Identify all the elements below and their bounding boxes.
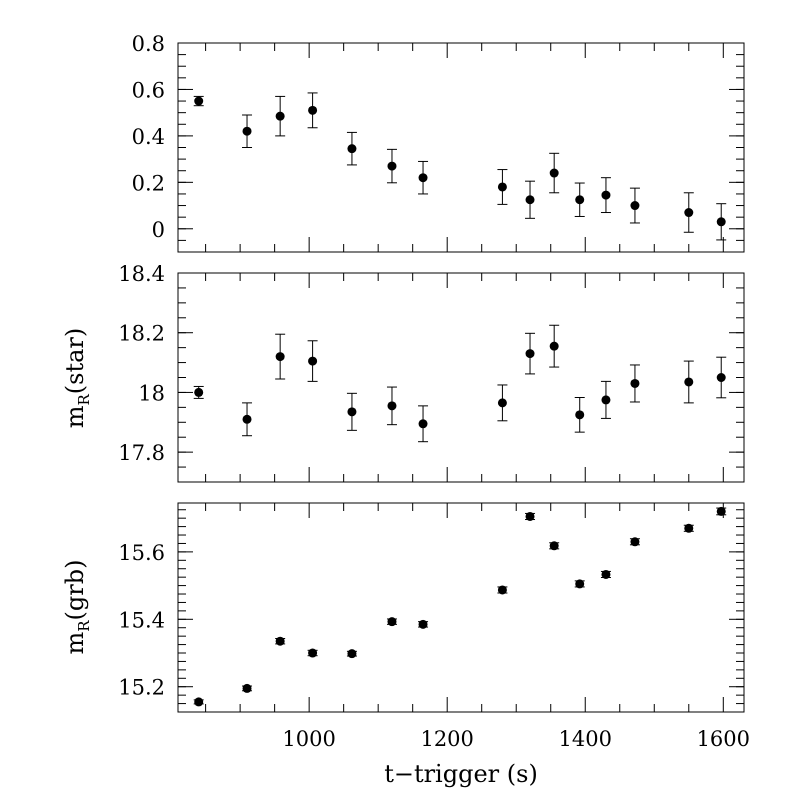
panel-star-magnitude: 17.8 18 18.2 18.4 <box>118 262 745 483</box>
plot-frame <box>177 272 745 483</box>
x-tick-label: 1200 <box>420 727 473 751</box>
data-point <box>194 387 204 397</box>
data-point <box>716 373 726 382</box>
data-point <box>684 208 694 218</box>
y-tick-label: 18.2 <box>118 322 165 346</box>
panel-grb-magnitude: 15.2 15.4 15.6 1000 1200 1400 1600 <box>118 502 750 751</box>
y-tick-label: 0.2 <box>132 171 165 195</box>
y-tick-label: 15.6 <box>118 541 165 565</box>
y-tick-label: 0.4 <box>132 125 165 149</box>
data-point <box>716 506 726 516</box>
data-point <box>347 649 357 659</box>
data-point <box>575 410 585 420</box>
data-point <box>418 173 428 183</box>
y-tick-label: 18 <box>138 381 165 405</box>
data-point <box>525 511 535 521</box>
data-point <box>242 126 252 136</box>
data-point <box>194 96 204 106</box>
data-point <box>575 579 585 589</box>
data-point <box>347 144 357 154</box>
data-point <box>549 341 559 351</box>
data-point <box>549 541 559 551</box>
y-axis-label-grb-paren: (grb) <box>61 560 89 621</box>
data-point <box>275 352 285 362</box>
data-point <box>418 419 428 429</box>
plot-frame <box>177 502 745 713</box>
data-point <box>194 697 204 707</box>
y-axis-label-star-main: m <box>61 405 89 428</box>
panel-top-residual: 0 0.2 0.4 0.6 0.8 <box>132 32 745 253</box>
y-axis-label-star: mR(star) <box>61 328 93 429</box>
x-tick-label: 1000 <box>282 727 335 751</box>
data-point <box>630 378 640 388</box>
y-tick-label: 0.6 <box>132 78 165 102</box>
data-point <box>497 585 507 595</box>
data-point <box>387 401 397 411</box>
data-point <box>601 190 611 200</box>
y-tick-label: 18.4 <box>118 262 165 286</box>
y-tick-label: 17.8 <box>118 441 165 465</box>
data-point <box>308 356 318 366</box>
data-point <box>601 569 611 579</box>
data-point <box>347 407 357 417</box>
data-point <box>525 349 535 359</box>
data-point <box>308 105 318 115</box>
y-tick-label: 0.8 <box>132 32 165 56</box>
data-point <box>716 217 726 227</box>
plot-frame <box>177 42 745 253</box>
y-axis-label-grb: mR(grb) <box>61 560 93 655</box>
y-tick-label: 0 <box>152 218 165 242</box>
data-point <box>387 161 397 171</box>
data-point <box>497 182 507 192</box>
x-axis-label: t−trigger (s) <box>384 760 538 788</box>
data-point <box>525 195 535 205</box>
data-point <box>497 398 507 408</box>
data-point <box>275 111 285 121</box>
data-point <box>387 617 397 627</box>
data-point <box>684 523 694 533</box>
y-axis-label-star-paren: (star) <box>61 328 89 394</box>
data-point <box>549 168 559 178</box>
data-point <box>242 414 252 424</box>
data-point <box>630 537 640 547</box>
x-tick-label: 1600 <box>697 727 750 751</box>
data-point <box>630 201 640 211</box>
y-axis-label-star-sub: R <box>75 394 93 406</box>
y-axis-label-grb-sub: R <box>75 620 93 632</box>
data-point <box>575 195 585 205</box>
data-point <box>275 636 285 646</box>
data-point <box>601 395 611 405</box>
y-axis-label-grb-main: m <box>61 632 89 655</box>
data-point <box>418 619 428 629</box>
data-point <box>308 648 318 658</box>
y-tick-label: 15.4 <box>118 608 165 632</box>
x-tick-label: 1400 <box>559 727 612 751</box>
data-point <box>242 683 252 693</box>
y-tick-label: 15.2 <box>118 676 165 700</box>
data-point <box>684 377 694 387</box>
